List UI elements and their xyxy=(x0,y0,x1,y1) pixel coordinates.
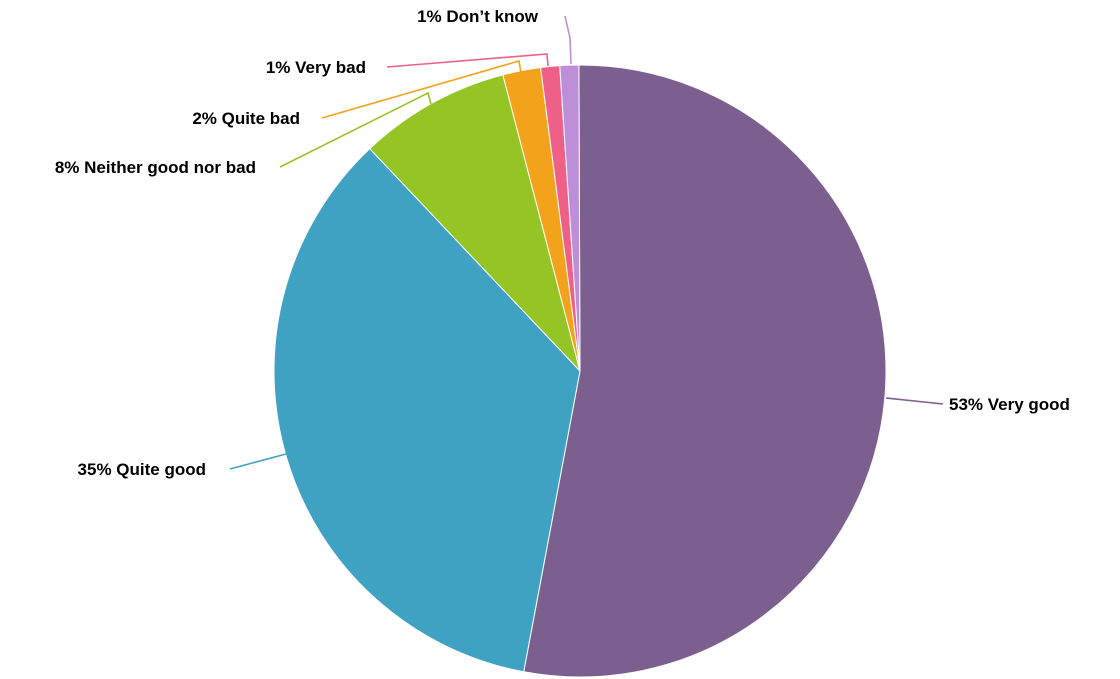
slice-label-very-bad: 1% Very bad xyxy=(266,58,366,77)
slice-label-dont-know: 1% Don’t know xyxy=(417,7,539,26)
pie-slice-very-good xyxy=(523,64,887,678)
slices-layer xyxy=(273,64,887,678)
labels-layer: 53% Very good 35% Quite good 8% Neither go… xyxy=(55,7,1070,479)
leader-lines-layer xyxy=(229,15,944,470)
leader-line-quite-bad xyxy=(321,59,522,119)
slice-label-neither-good-nor-bad: 8% Neither good nor bad xyxy=(55,158,256,177)
leader-line-neither-good-nor-bad xyxy=(279,91,432,168)
slice-label-quite-good: 35% Quite good xyxy=(78,460,206,479)
leader-line-dont-know xyxy=(564,15,572,65)
slice-label-very-good: 53% Very good xyxy=(949,395,1070,414)
leader-line-very-bad xyxy=(386,53,549,68)
pie-slice-dont-know xyxy=(559,64,581,372)
leader-line-quite-good xyxy=(229,453,287,470)
pie-slice-neither-good-nor-bad xyxy=(369,74,581,372)
slice-label-quite-bad: 2% Quite bad xyxy=(192,109,300,128)
leader-line-very-good xyxy=(885,397,944,405)
pie-slice-quite-good xyxy=(273,147,581,673)
